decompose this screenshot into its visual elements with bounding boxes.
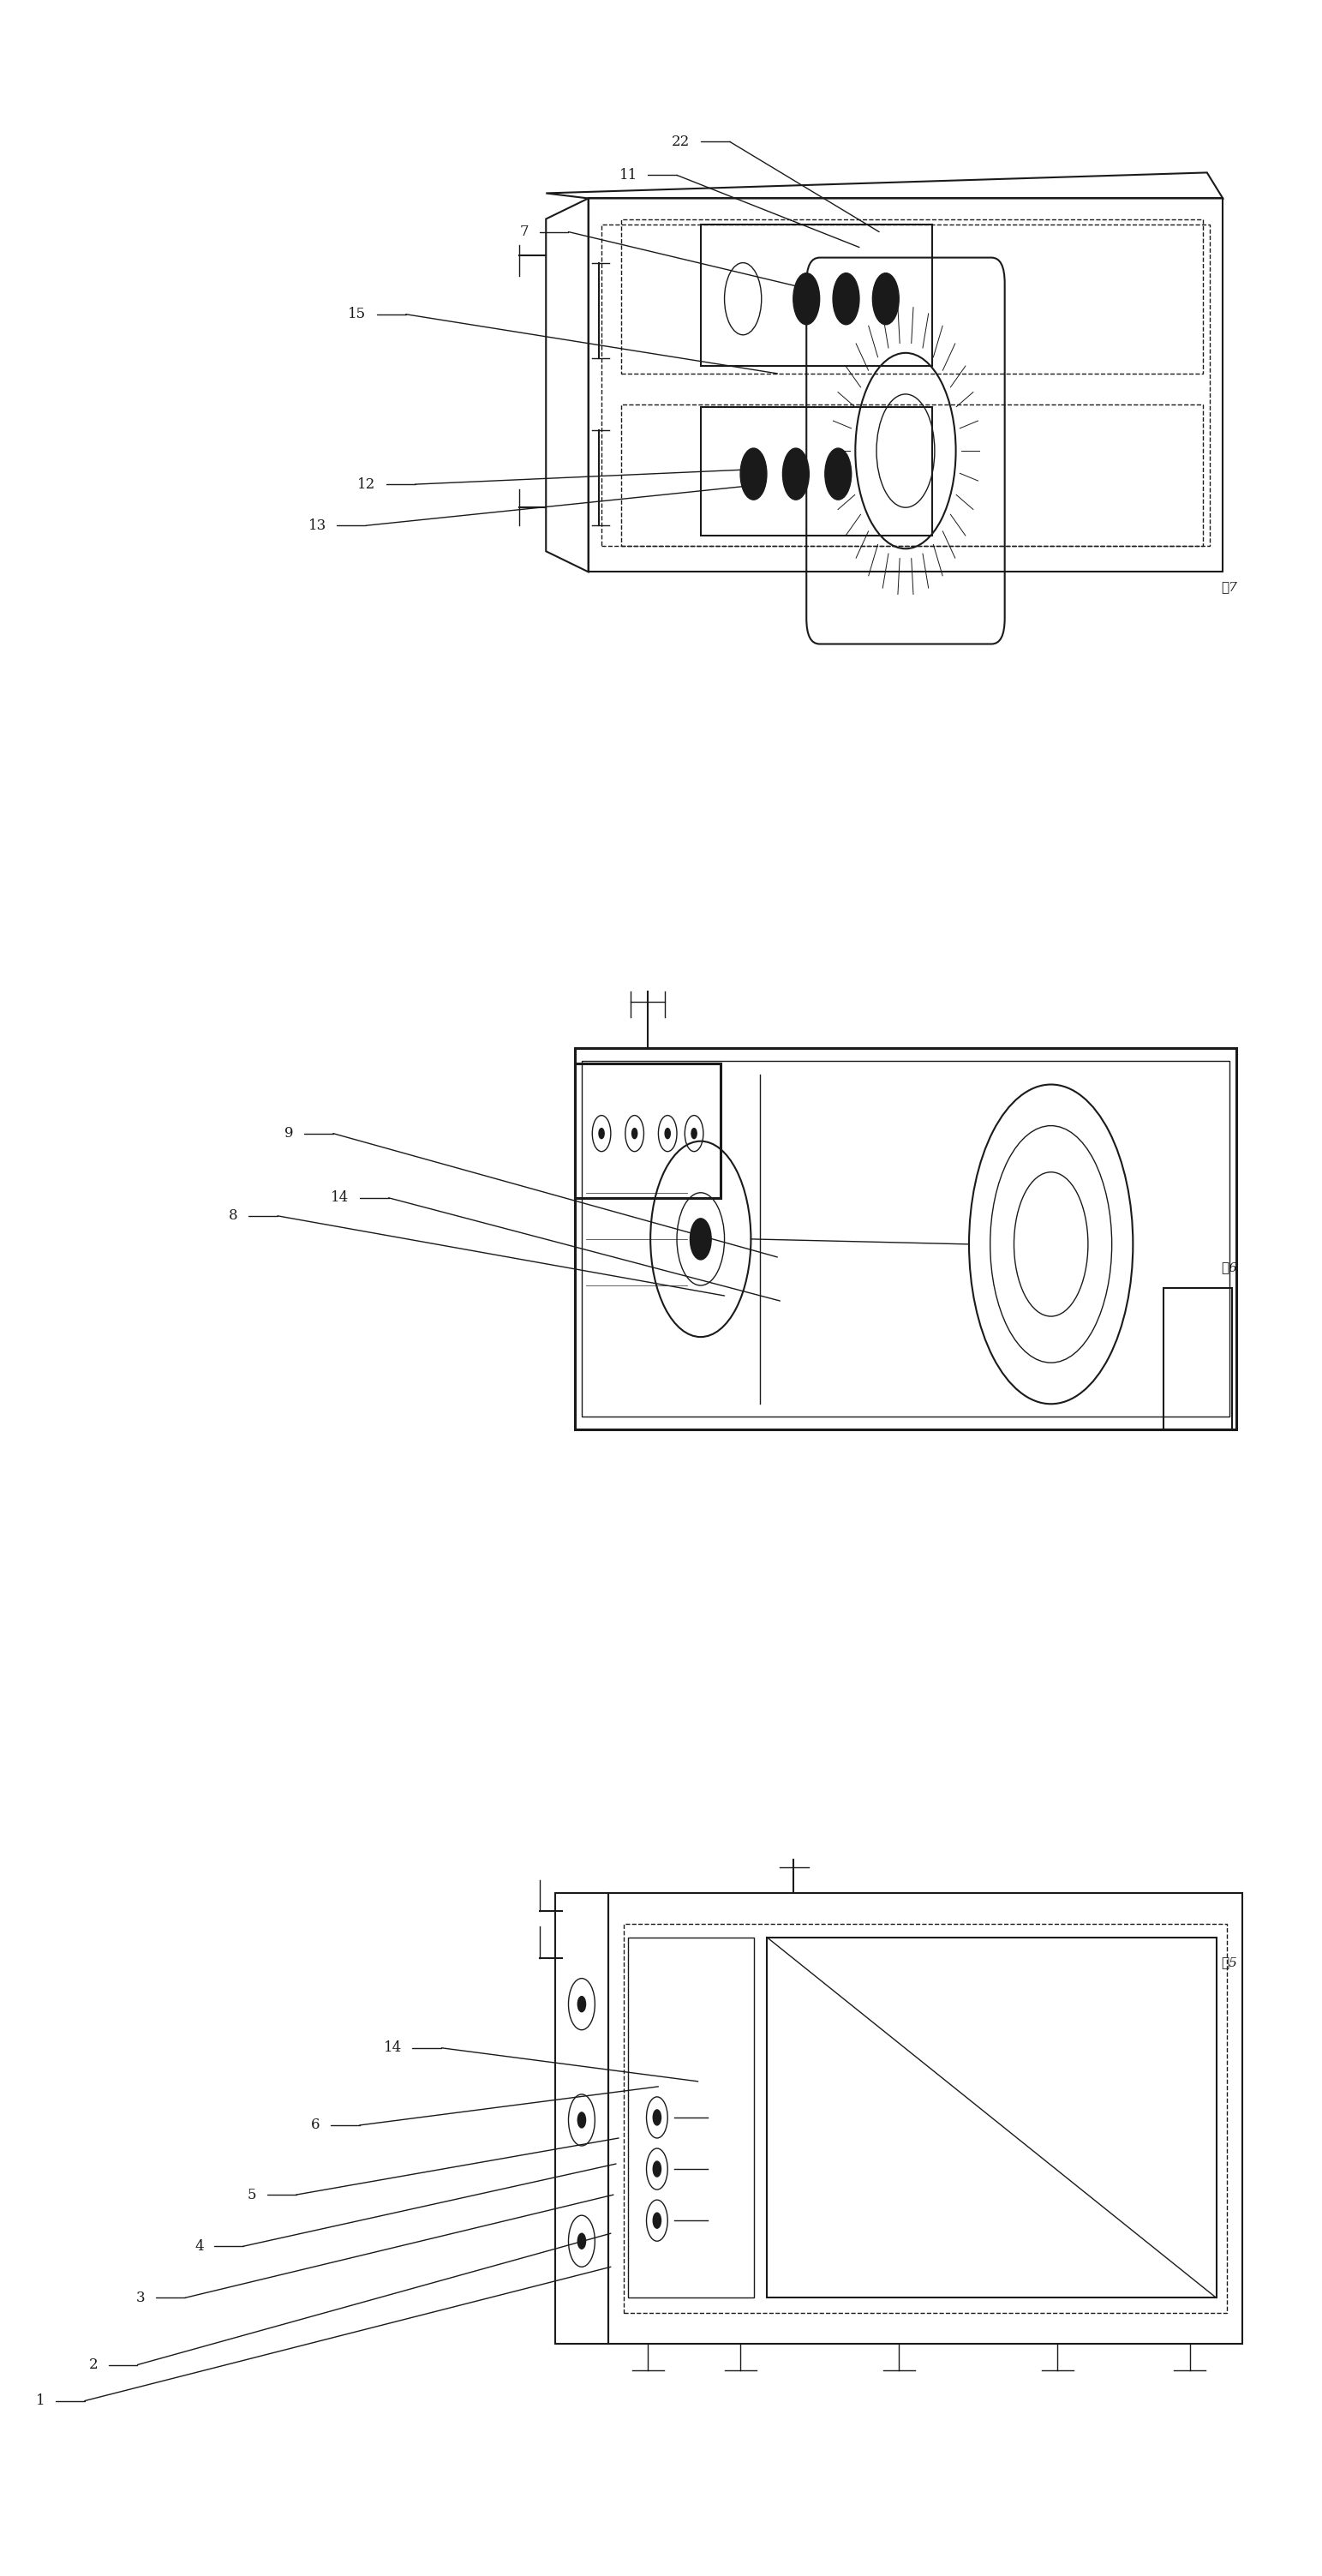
Circle shape — [873, 273, 899, 325]
Text: 图6: 图6 — [1222, 1262, 1237, 1273]
Circle shape — [691, 1128, 697, 1139]
Text: 5: 5 — [247, 2187, 256, 2202]
Text: 14: 14 — [383, 2040, 402, 2056]
Bar — [602, 224, 1210, 546]
Circle shape — [653, 2213, 661, 2228]
Bar — [575, 1048, 1236, 1430]
Bar — [621, 404, 1203, 546]
Text: 图7: 图7 — [1222, 582, 1237, 592]
Text: 11: 11 — [619, 167, 637, 183]
Text: 7: 7 — [520, 224, 529, 240]
Circle shape — [690, 1218, 711, 1260]
Bar — [575, 1064, 720, 1198]
Text: 6: 6 — [311, 2117, 320, 2133]
Text: 8: 8 — [229, 1208, 238, 1224]
Circle shape — [578, 2233, 586, 2249]
Text: 22: 22 — [672, 134, 690, 149]
Text: 3: 3 — [136, 2290, 145, 2306]
Circle shape — [740, 448, 767, 500]
Bar — [628, 1937, 754, 2298]
Text: 2: 2 — [89, 2357, 98, 2372]
Circle shape — [833, 273, 859, 325]
Bar — [701, 407, 932, 536]
Circle shape — [653, 2110, 661, 2125]
Text: 9: 9 — [284, 1126, 293, 1141]
Circle shape — [599, 1128, 604, 1139]
Circle shape — [653, 2161, 661, 2177]
Bar — [582, 1061, 1229, 1417]
Text: 4: 4 — [194, 2239, 204, 2254]
Text: 15: 15 — [348, 307, 366, 322]
Circle shape — [665, 1128, 670, 1139]
Circle shape — [825, 448, 851, 500]
Text: 14: 14 — [330, 1190, 349, 1206]
Bar — [588, 198, 1223, 572]
Circle shape — [578, 1996, 586, 2012]
Bar — [701, 224, 932, 366]
Bar — [767, 1937, 1216, 2298]
Text: 图5: 图5 — [1222, 1958, 1237, 1968]
Circle shape — [783, 448, 809, 500]
Text: 1: 1 — [36, 2393, 45, 2409]
Circle shape — [793, 273, 820, 325]
Text: 13: 13 — [308, 518, 327, 533]
Bar — [1163, 1288, 1232, 1430]
Circle shape — [632, 1128, 637, 1139]
Circle shape — [578, 2112, 586, 2128]
Bar — [621, 219, 1203, 374]
Text: 12: 12 — [357, 477, 375, 492]
